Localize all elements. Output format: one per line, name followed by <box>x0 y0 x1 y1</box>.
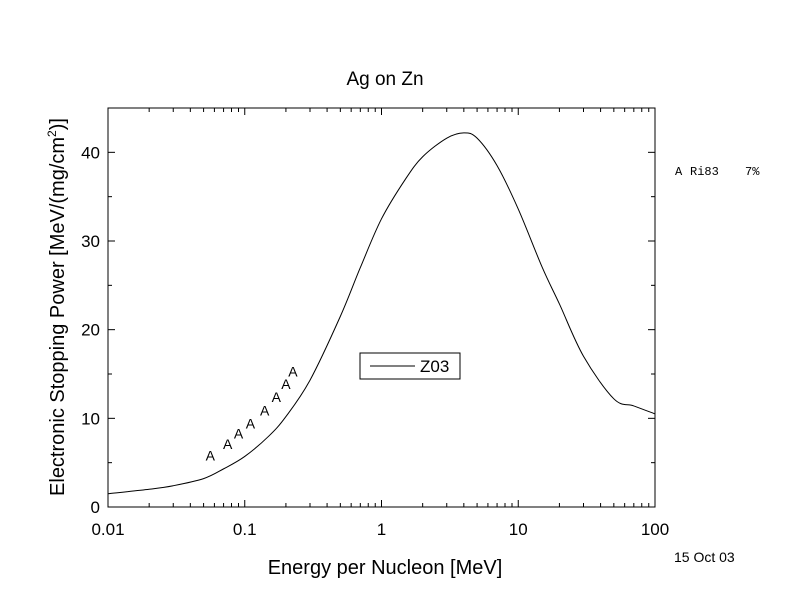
y-tick-label: 20 <box>81 321 100 340</box>
series-line-z03 <box>107 132 656 495</box>
y-tick-label: 30 <box>81 232 100 251</box>
data-point-marker: A <box>206 448 216 464</box>
y-tick-label: 40 <box>81 143 100 162</box>
y-axis-label-tail: )] <box>47 118 69 130</box>
y-axis-label-superscript: 2 <box>45 130 59 137</box>
data-point-marker: A <box>281 376 291 392</box>
side-note-reference: Ri83 <box>690 165 719 179</box>
x-tick-label: 100 <box>641 520 669 539</box>
x-axis-ticks: 0.01 0.1 1 10 100 <box>91 108 669 539</box>
data-point-marker: A <box>260 402 270 418</box>
x-axis-label: Energy per Nucleon [MeV] <box>268 557 503 579</box>
x-tick-label: 10 <box>509 520 528 539</box>
plot-frame <box>107 107 656 508</box>
side-note-symbol: A <box>675 165 683 179</box>
data-point-marker: A <box>246 416 256 432</box>
x-tick-label: 0.1 <box>233 520 257 539</box>
data-point-marker: A <box>234 425 244 441</box>
legend-entry: Z03 <box>420 357 449 376</box>
x-tick-label: 1 <box>377 520 386 539</box>
y-tick-label: 0 <box>91 498 100 517</box>
chart-title: Ag on Zn <box>346 69 423 90</box>
y-tick-label: 10 <box>81 409 100 428</box>
y-axis-label: Electronic Stopping Power [MeV/(mg/cm2)] <box>45 118 69 496</box>
date-stamp: 15 Oct 03 <box>674 549 735 565</box>
y-axis-ticks: 0 10 20 30 40 <box>81 107 655 517</box>
side-note: A Ri83 7% <box>675 165 760 179</box>
x-tick-label: 0.01 <box>91 520 124 539</box>
y-axis-label-main: Electronic Stopping Power [MeV/(mg/cm <box>47 137 69 496</box>
legend: Z03 <box>359 352 461 380</box>
data-point-marker: A <box>288 363 298 379</box>
data-point-marker: A <box>223 436 233 452</box>
side-note-value: 7% <box>745 165 760 179</box>
data-point-marker: A <box>272 389 282 405</box>
